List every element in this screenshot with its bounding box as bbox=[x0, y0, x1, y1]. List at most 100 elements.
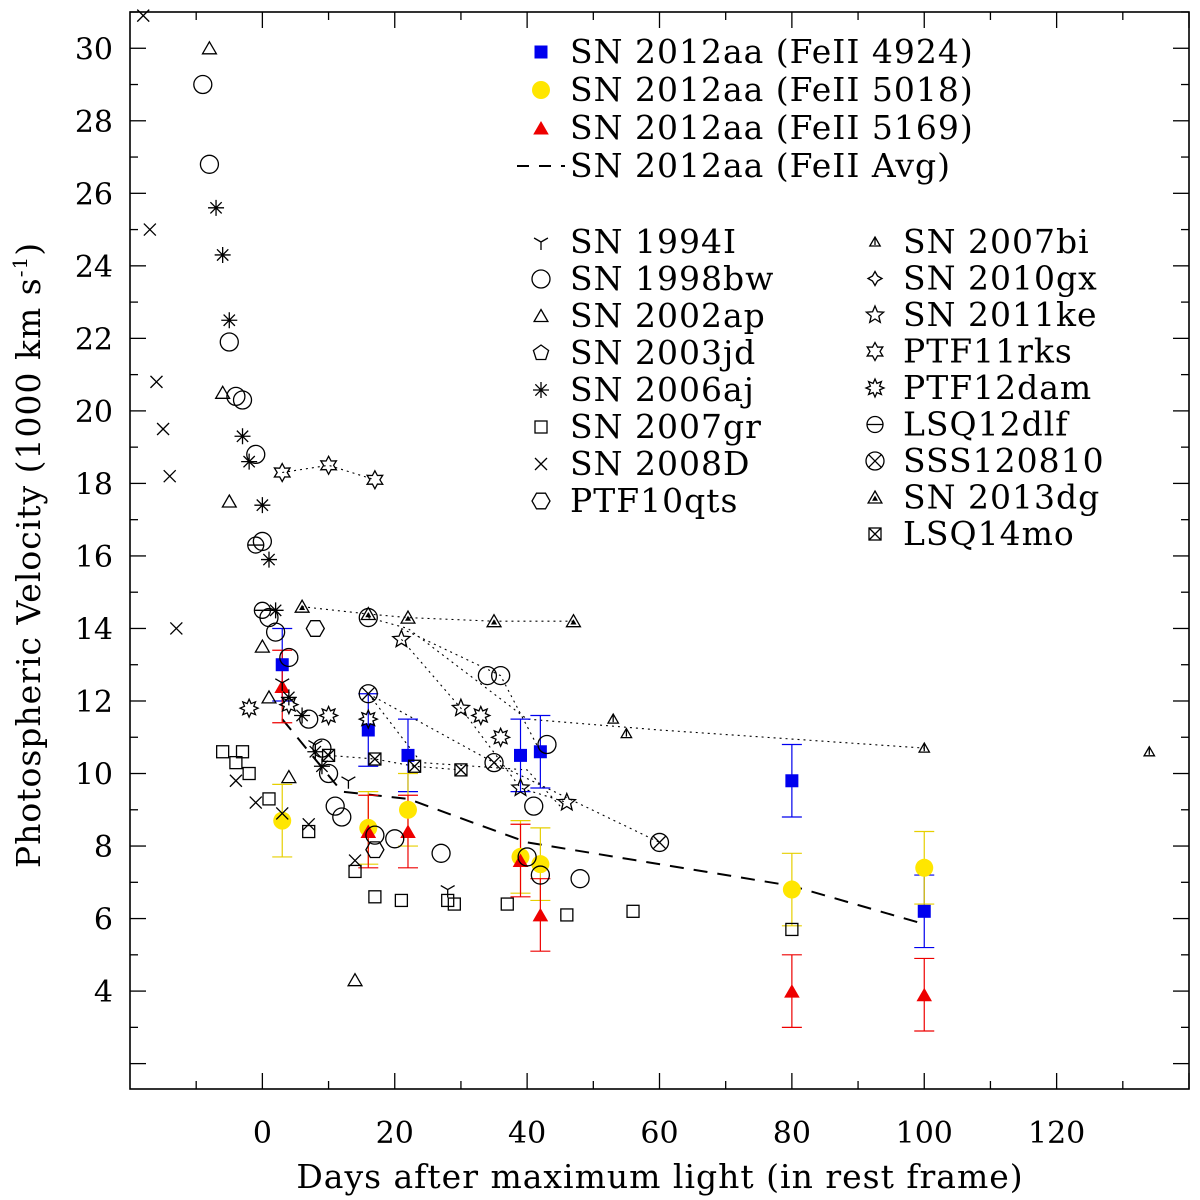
point-s4924 bbox=[514, 748, 528, 762]
point-sn2002ap bbox=[221, 493, 238, 508]
legend-marker-ptf12dam bbox=[864, 377, 886, 399]
y-tick-label: 8 bbox=[94, 830, 113, 865]
point-sn1998bw bbox=[219, 332, 239, 352]
point-sn2002ap bbox=[201, 40, 218, 55]
y-axis-label-close: ) bbox=[9, 242, 48, 256]
x-tick-label: 20 bbox=[376, 1116, 414, 1151]
point-sn2006aj bbox=[221, 312, 238, 329]
legend-label-sn2007bi: SN 2007bi bbox=[903, 222, 1090, 261]
x-axis-label: Days after maximum light (in rest frame) bbox=[296, 1157, 1023, 1196]
y-axis-label: Photospheric Velocity (1000 km s-1) bbox=[8, 242, 48, 868]
point-s4924 bbox=[785, 774, 799, 788]
point-sn2007gr bbox=[262, 792, 276, 806]
legend: SN 2012aa (FeII 4924)SN 2012aa (FeII 501… bbox=[517, 32, 1104, 553]
point-sn2007gr bbox=[626, 904, 640, 918]
y-tick-label: 12 bbox=[75, 685, 113, 720]
point-sn2013dg bbox=[360, 606, 377, 621]
legend-left-entry: SN 2008D bbox=[534, 444, 750, 483]
point-sn2013dg bbox=[399, 609, 417, 624]
point-ptf12dam bbox=[317, 704, 340, 727]
point-sn1998bw bbox=[570, 869, 590, 889]
point-s5169 bbox=[512, 853, 529, 867]
legend-left-entry: SN 2003jd bbox=[532, 333, 755, 372]
legend-label-sn2013dg: SN 2013dg bbox=[903, 478, 1100, 517]
point-sn2007gr bbox=[302, 824, 316, 839]
legend-right-entry: LSQ12dlf bbox=[866, 405, 1070, 444]
legend-right-entry: SN 2013dg bbox=[866, 478, 1100, 517]
point-ptf12dam bbox=[278, 693, 300, 716]
legend-label-ptf11rks: PTF11rks bbox=[903, 332, 1073, 371]
legend-marker-sn2008D bbox=[534, 457, 548, 471]
legend-label-sn1998bw: SN 1998bw bbox=[570, 259, 774, 298]
y-tick-label: 20 bbox=[75, 395, 113, 430]
point-s5169 bbox=[360, 824, 377, 838]
legend-right-entry: SN 2007bi bbox=[868, 222, 1090, 261]
legend-marker-ptf11rks bbox=[866, 341, 884, 362]
legend-label-sn2011ke: SN 2011ke bbox=[903, 295, 1097, 334]
point-s4924 bbox=[275, 658, 289, 672]
point-s5169 bbox=[916, 987, 932, 1002]
legend-left-entry: SN 1998bw bbox=[531, 259, 774, 298]
point-sn2007gr bbox=[348, 864, 362, 879]
point-ptf11rks bbox=[273, 462, 292, 483]
point-sn2011ke bbox=[391, 628, 412, 649]
legend-label-lsq12dlf: LSQ12dlf bbox=[903, 405, 1070, 444]
point-sn2006aj bbox=[260, 551, 277, 568]
legend-marker-sn2007bi bbox=[868, 235, 882, 247]
dotted-links bbox=[281, 464, 925, 924]
point-lsq14mo bbox=[407, 759, 422, 773]
legend-main-entry: SN 2012aa (FeII 4924) bbox=[534, 32, 973, 71]
legend-marker-sn1994I bbox=[533, 237, 549, 250]
legend-right-entry: PTF12dam bbox=[864, 368, 1091, 407]
point-s4924 bbox=[917, 904, 931, 918]
point-sn1998bw bbox=[385, 829, 405, 849]
point-sn2006aj bbox=[294, 707, 311, 724]
y-tick-label: 6 bbox=[94, 903, 113, 938]
legend-marker-sn1998bw bbox=[531, 269, 551, 289]
legend-left-entry: SN 2007gr bbox=[534, 407, 761, 446]
point-sn2006aj bbox=[241, 453, 258, 470]
y-tick-label: 30 bbox=[75, 32, 113, 67]
legend-right-entry: SN 2010gx bbox=[866, 259, 1097, 298]
point-sn1994I bbox=[341, 776, 356, 789]
point-s5169 bbox=[400, 824, 416, 838]
point-sss120810 bbox=[484, 752, 504, 773]
legend-label-avg: SN 2012aa (FeII Avg) bbox=[570, 146, 951, 185]
dotted-link bbox=[367, 693, 561, 807]
legend-marker-lsq12dlf bbox=[866, 415, 884, 434]
point-sss120810 bbox=[358, 684, 378, 704]
legend-main-entry: SN 2012aa (FeII 5169) bbox=[533, 108, 973, 147]
point-sn2007gr bbox=[500, 897, 514, 911]
point-sn2008D bbox=[169, 622, 183, 635]
point-sn2008D bbox=[275, 806, 289, 820]
point-sn2002ap bbox=[214, 385, 231, 399]
legend-marker-lsq14mo bbox=[868, 527, 882, 541]
point-sn2002ap bbox=[260, 689, 278, 704]
point-lsq14mo bbox=[454, 763, 468, 777]
legend-right-entry: LSQ14mo bbox=[868, 514, 1074, 553]
point-sn2006aj bbox=[214, 246, 231, 263]
series-line-avg bbox=[281, 718, 918, 924]
point-sn1998bw bbox=[232, 390, 253, 410]
x-tick-label: 80 bbox=[773, 1116, 811, 1151]
legend-label-s5018: SN 2012aa (FeII 5018) bbox=[570, 70, 974, 109]
point-sn2002ap bbox=[280, 769, 297, 784]
point-sn2007gr bbox=[560, 908, 574, 922]
point-sn1998bw bbox=[517, 847, 537, 867]
point-s5018 bbox=[915, 858, 934, 877]
axis-ticks bbox=[130, 11, 1190, 1089]
point-sn1998bw bbox=[477, 665, 498, 686]
point-sn2008D bbox=[249, 796, 263, 809]
point-sn2008D bbox=[229, 774, 243, 788]
y-axis-label-sup: -1 bbox=[8, 256, 32, 277]
point-ptf12dam bbox=[489, 726, 512, 748]
point-sn2007gr bbox=[368, 890, 382, 904]
point-sn2006aj bbox=[313, 758, 330, 775]
point-sn1998bw bbox=[332, 807, 352, 827]
y-tick-label: 10 bbox=[75, 758, 113, 793]
point-sn2013dg bbox=[485, 613, 503, 628]
dotted-link bbox=[368, 617, 925, 749]
series-link-sss120810 bbox=[368, 693, 660, 843]
point-sn2007gr bbox=[447, 897, 461, 911]
legend-label-sn2008D: SN 2008D bbox=[570, 444, 750, 483]
